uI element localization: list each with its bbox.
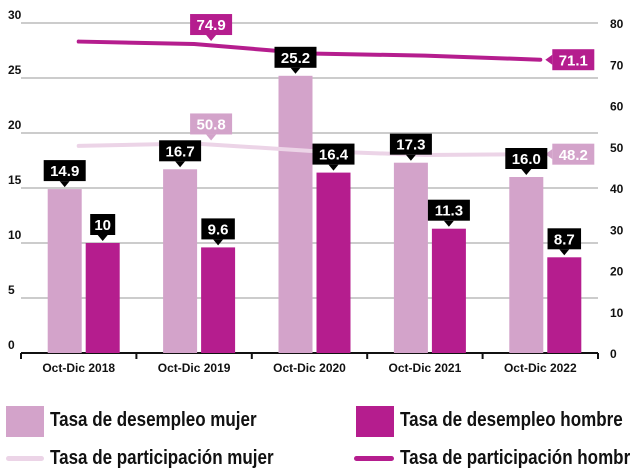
bar-desempleo-mujer (509, 177, 544, 353)
left-tick-label: 30 (8, 8, 22, 22)
bar-desempleo-mujer (278, 75, 313, 354)
left-tick-label: 10 (8, 228, 22, 242)
label-desempleo-mujer-pointer (59, 181, 70, 188)
label-desempleo-hombre-pointer (328, 164, 339, 171)
bar-desempleo-hombre (316, 172, 351, 353)
bar-desempleo-mujer (47, 189, 82, 353)
label-desempleo-hombre-box (547, 228, 582, 250)
label-desempleo-mujer: 16.0 (512, 151, 541, 168)
label-desempleo-hombre-pointer (443, 220, 454, 227)
bar-desempleo-mujer (163, 169, 198, 353)
label-participacion-hombre-pointer (545, 54, 553, 65)
label-participacion-hombre-box (190, 14, 233, 36)
label-participacion-hombre: 71.1 (559, 53, 588, 70)
right-tick-label: 40 (610, 182, 624, 196)
label-desempleo-hombre: 8.7 (554, 231, 575, 248)
label-desempleo-hombre-box (201, 218, 235, 240)
right-tick-label: 80 (610, 17, 624, 31)
label-desempleo-hombre-pointer (213, 239, 224, 246)
label-participacion-hombre-box (552, 49, 595, 71)
label-desempleo-mujer: 17.3 (396, 137, 425, 154)
legend-line-participacion-hombre (354, 456, 394, 461)
bar-desempleo-hombre (547, 257, 582, 353)
legend-label-participacion-hombre: Tasa de participación hombre (400, 447, 630, 469)
right-tick-label: 60 (610, 100, 624, 114)
left-tick-label: 0 (8, 338, 15, 352)
x-tick-label: Oct-Dic 2021 (389, 361, 462, 375)
label-desempleo-mujer: 16.7 (165, 143, 194, 160)
right-tick-label: 0 (610, 347, 617, 361)
label-desempleo-hombre: 16.4 (319, 147, 349, 164)
label-participacion-mujer-box (552, 143, 595, 165)
label-desempleo-mujer-pointer (175, 161, 186, 168)
bar-desempleo-hombre (201, 247, 236, 353)
label-participacion-hombre-pointer (206, 35, 217, 42)
label-participacion-mujer: 48.2 (559, 147, 588, 164)
legend-swatch-desempleo-mujer (6, 406, 44, 437)
right-tick-label: 30 (610, 223, 624, 237)
right-tick-label: 10 (610, 306, 624, 320)
legend-swatch-desempleo-hombre (356, 406, 394, 437)
label-participacion-hombre: 74.9 (196, 17, 225, 34)
label-participacion-mujer-pointer (545, 149, 553, 160)
right-tick-label: 50 (610, 141, 624, 155)
legend-label-desempleo-hombre: Tasa de desempleo hombre (400, 409, 623, 431)
bar-desempleo-hombre (431, 228, 466, 353)
x-tick-label: Oct-Dic 2020 (273, 361, 346, 375)
label-desempleo-mujer: 25.2 (281, 50, 310, 67)
label-desempleo-mujer-pointer (521, 169, 532, 175)
label-participacion-mujer: 50.8 (196, 116, 225, 133)
label-desempleo-hombre: 10 (94, 217, 111, 234)
label-desempleo-mujer-box (43, 160, 86, 182)
label-participacion-mujer-pointer (206, 134, 217, 141)
label-participacion-mujer-box (190, 113, 233, 135)
label-desempleo-mujer-box (274, 46, 317, 68)
right-tick-label: 70 (610, 58, 624, 72)
right-tick-label: 20 (610, 265, 624, 279)
label-desempleo-mujer-box (159, 140, 202, 162)
legend-label-participacion-mujer: Tasa de participación mujer (50, 447, 274, 469)
label-desempleo-hombre-pointer (97, 235, 108, 241)
x-tick-label: Oct-Dic 2018 (42, 361, 115, 375)
x-tick-label: Oct-Dic 2019 (158, 361, 231, 375)
label-desempleo-mujer-pointer (290, 67, 301, 74)
left-tick-label: 25 (8, 63, 22, 77)
label-desempleo-mujer-pointer (405, 154, 416, 161)
left-tick-label: 20 (8, 118, 22, 132)
label-desempleo-hombre-box (427, 199, 470, 221)
label-desempleo-hombre-box (90, 214, 116, 235)
x-tick-label: Oct-Dic 2022 (504, 361, 577, 375)
legend-line-participacion-mujer (6, 456, 44, 461)
left-tick-label: 15 (8, 173, 22, 187)
label-desempleo-hombre: 9.6 (208, 221, 229, 238)
left-tick-label: 5 (8, 283, 15, 297)
label-desempleo-hombre: 11.3 (435, 203, 463, 220)
bar-desempleo-hombre (85, 243, 120, 353)
label-desempleo-hombre-box (312, 143, 355, 165)
label-desempleo-mujer-box (505, 148, 548, 169)
legend-label-desempleo-mujer: Tasa de desempleo mujer (50, 409, 257, 431)
bar-desempleo-mujer (393, 162, 428, 353)
label-desempleo-hombre-pointer (559, 249, 570, 256)
label-desempleo-mujer-box (389, 133, 432, 155)
label-desempleo-mujer: 14.9 (50, 163, 79, 180)
